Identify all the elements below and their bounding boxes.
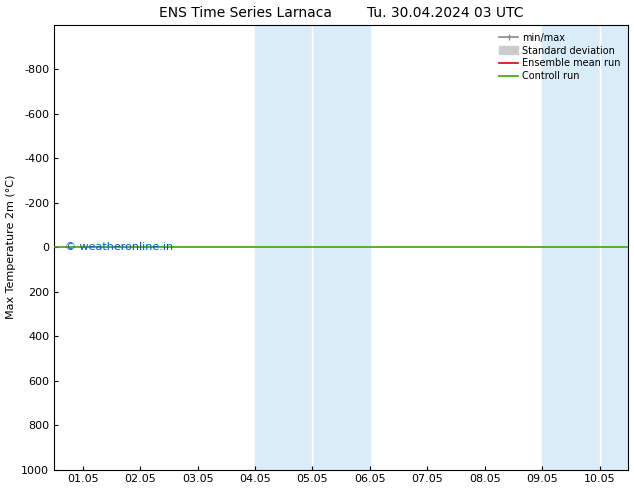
- Legend: min/max, Standard deviation, Ensemble mean run, Controll run: min/max, Standard deviation, Ensemble me…: [496, 30, 624, 84]
- Bar: [255, 25, 370, 469]
- Title: ENS Time Series Larnaca        Tu. 30.04.2024 03 UTC: ENS Time Series Larnaca Tu. 30.04.2024 0…: [159, 5, 524, 20]
- Y-axis label: Max Temperature 2m (°C): Max Temperature 2m (°C): [6, 175, 16, 319]
- Text: © weatheronline.in: © weatheronline.in: [65, 242, 174, 252]
- Bar: [542, 25, 628, 469]
